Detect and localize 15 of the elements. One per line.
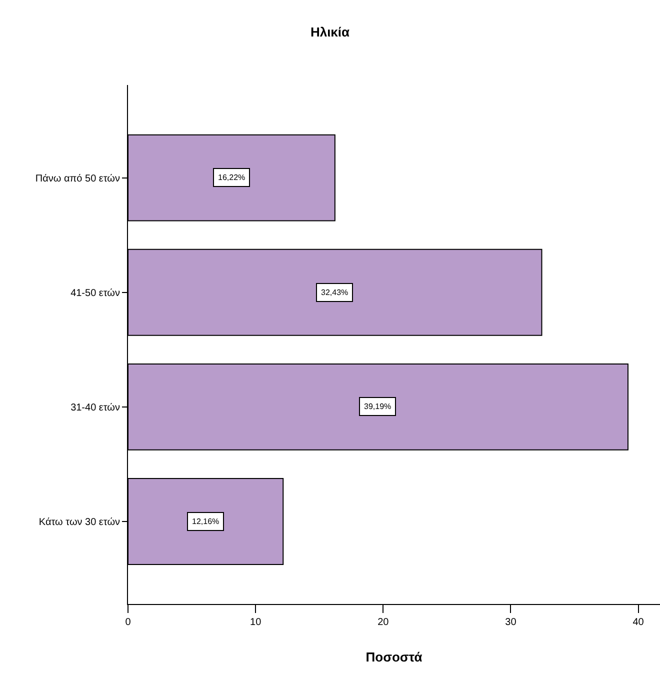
data-label: 32,43%: [321, 288, 348, 297]
y-tick-label: 41-50 ετών: [70, 288, 120, 299]
x-tick-label: 30: [505, 617, 517, 628]
chart-title: Ηλικία: [310, 24, 350, 40]
data-label: 39,19%: [364, 402, 392, 411]
data-label: 12,16%: [192, 517, 220, 526]
y-tick-label: Πάνω από 50 ετών: [35, 173, 120, 184]
y-tick-label: 31-40 ετών: [70, 402, 120, 414]
x-tick-label: 10: [250, 617, 262, 628]
x-tick-label: 0: [125, 617, 132, 628]
x-tick-label: 40: [632, 617, 644, 628]
y-tick-label: Κάτω των 30 ετών: [38, 517, 120, 528]
x-axis-title: Ποσοστά: [366, 650, 422, 665]
x-tick-label: 20: [378, 617, 390, 628]
data-label: 16,22%: [218, 173, 246, 182]
